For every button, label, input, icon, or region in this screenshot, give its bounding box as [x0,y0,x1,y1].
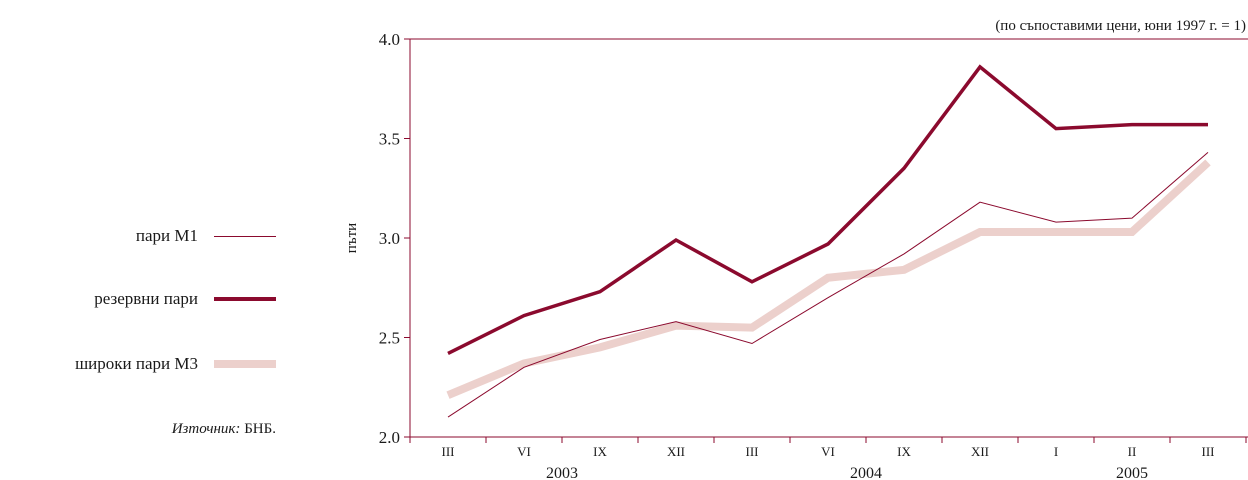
legend-swatch-m1 [214,235,276,237]
x-tick-label: III [746,444,759,459]
source-label: Източник: [171,421,241,437]
series-line-2 [447,64,1208,355]
legend-label-m3: широки пари М3 [75,354,198,373]
y-tick-label: 2.5 [379,329,400,348]
y-tick-label: 2.0 [379,428,400,447]
x-tick-label: VI [821,444,835,459]
legend-label-m1: пари М1 [135,226,198,245]
legend-label-reserve-money: резервни пари [94,289,198,308]
y-axis-label: пъти [344,223,360,253]
legend-item-m3: широки пари М3 [75,354,276,374]
legend: пари М1 резервни пари широки пари М3 Изт… [0,0,300,480]
y-tick-label: 3.5 [379,130,400,149]
x-tick-label: IX [593,444,607,459]
x-tick-label: VI [517,444,531,459]
x-tick-label: III [442,444,455,459]
legend-swatch-m3 [214,360,276,368]
source-value: БНБ. [240,421,276,437]
source-note: Източник: БНБ. [172,421,276,438]
legend-swatch-reserve-money [214,297,276,301]
x-tick-label: I [1054,444,1058,459]
line-chart: (по съпоставими цени, юни 1997 г. = 1) п… [344,18,1248,480]
x-tick-label: XII [667,444,685,459]
series-line-0 [446,159,1211,399]
x-tick-label: XII [971,444,989,459]
x-tick-label: IX [897,444,911,459]
x-tick-label: III [1202,444,1215,459]
chart-subtitle: (по съпоставими цени, юни 1997 г. = 1) [995,18,1246,34]
legend-item-reserve-money: резервни пари [94,289,276,309]
y-tick-label: 4.0 [379,30,400,49]
x-year-label: 2003 [546,465,578,480]
x-year-label: 2005 [1116,465,1148,480]
x-tick-label: II [1128,444,1137,459]
y-tick-label: 3.0 [379,229,400,248]
legend-item-m1: пари М1 [136,226,276,246]
series-line-1 [447,152,1209,418]
x-year-label: 2004 [850,465,882,480]
